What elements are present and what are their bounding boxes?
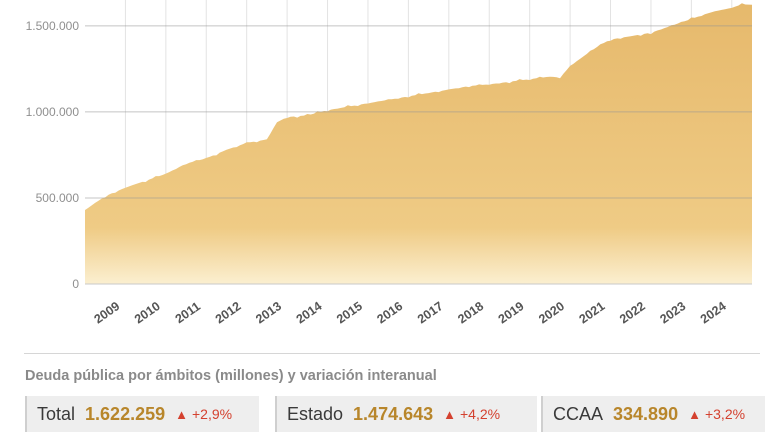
x-tick-label: 2016 <box>374 299 405 326</box>
y-tick-label: 0 <box>72 277 79 291</box>
x-tick-label: 2024 <box>698 299 729 326</box>
stat-value: 334.890 <box>613 403 679 424</box>
stats-subtitle: Deuda pública por ámbitos (millones) y v… <box>25 368 437 384</box>
x-tick-label: 2022 <box>617 299 648 326</box>
stat-change: +2,9% <box>191 406 233 422</box>
stat-change: +4,2% <box>460 406 501 422</box>
y-tick-label: 1.000.000 <box>26 105 80 119</box>
stat-label: Estado <box>287 403 344 424</box>
divider <box>24 353 760 354</box>
stat-box-ccaa: CCAA 334.890 ▲ +3,2% <box>541 396 765 432</box>
x-tick-label: 2023 <box>657 299 688 326</box>
x-tick-label: 2012 <box>213 299 244 326</box>
x-tick-label: 2014 <box>294 299 325 326</box>
stats-row: Total 1.622.259 ▲ +2,9% Estado 1.474.643… <box>25 396 765 432</box>
stat-change: +3,2% <box>704 406 746 422</box>
stat-label: Total <box>37 403 76 424</box>
up-arrow-icon: ▲ <box>175 406 188 422</box>
x-tick-label: 2018 <box>455 299 486 326</box>
debt-area-series <box>85 3 752 285</box>
x-tick-label: 2013 <box>253 299 284 326</box>
y-tick-label: 1.500.000 <box>26 19 80 33</box>
x-tick-label: 2009 <box>92 299 123 326</box>
stat-box-estado: Estado 1.474.643 ▲ +4,2% <box>275 396 537 432</box>
stat-box-total: Total 1.622.259 ▲ +2,9% <box>25 396 259 432</box>
y-tick-label: 500.000 <box>36 191 80 205</box>
x-tick-label: 2017 <box>415 299 446 326</box>
x-tick-label: 2011 <box>173 299 203 326</box>
debt-area-chart: 0 500.000 1.000.000 1.500.000 2009 2010 2011 2… <box>26 0 752 326</box>
x-tick-label: 2019 <box>496 299 527 326</box>
x-tick-label: 2015 <box>334 299 365 326</box>
up-arrow-icon: ▲ <box>688 406 701 422</box>
stat-value: 1.622.259 <box>85 403 166 424</box>
x-tick-label: 2020 <box>536 299 567 326</box>
up-arrow-icon: ▲ <box>443 406 456 422</box>
x-tick-label: 2010 <box>132 299 163 326</box>
stat-label: CCAA <box>553 403 604 424</box>
stat-value: 1.474.643 <box>353 403 434 424</box>
x-tick-label: 2021 <box>577 299 608 326</box>
